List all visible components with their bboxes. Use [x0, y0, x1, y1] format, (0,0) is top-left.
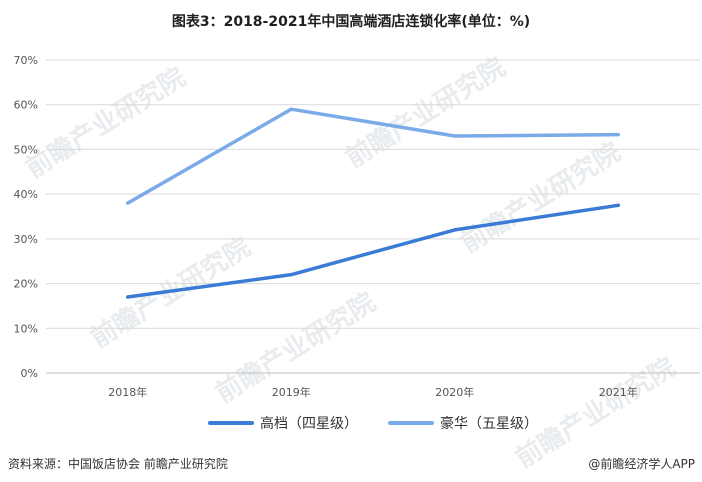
data-point	[126, 295, 130, 299]
watermark-text: 前瞻产业研究院	[510, 351, 681, 474]
data-point	[289, 273, 293, 277]
x-axis-ticks: 2018年 2019年 2020年 2021年	[108, 385, 638, 399]
brand-note: @前瞻经济学人APP	[588, 456, 695, 471]
data-point	[453, 134, 457, 138]
y-tick-label: 10%	[14, 322, 38, 335]
data-point	[616, 133, 620, 137]
y-axis-ticks: 0% 10% 20% 30% 40% 50% 60% 70%	[14, 54, 38, 380]
watermark-text: 前瞻产业研究院	[455, 136, 626, 259]
watermark-text: 前瞻产业研究院	[20, 61, 191, 184]
y-tick-label: 0%	[21, 367, 38, 380]
series-line-1	[126, 203, 620, 299]
data-point	[289, 107, 293, 111]
y-tick-label: 30%	[14, 233, 38, 246]
x-tick-label: 2019年	[272, 385, 311, 399]
y-tick-label: 40%	[14, 188, 38, 201]
legend: 高档（四星级） 豪华（五星级）	[208, 415, 538, 432]
y-tick-label: 60%	[14, 99, 38, 112]
source-note: 资料来源：中国饭店协会 前瞻产业研究院	[8, 456, 228, 471]
gridlines	[46, 59, 700, 374]
series-line-2	[126, 107, 620, 205]
legend-label: 豪华（五星级）	[440, 416, 538, 432]
y-tick-label: 20%	[14, 278, 38, 291]
legend-label: 高档（四星级）	[260, 415, 358, 432]
x-tick-label: 2021年	[599, 385, 638, 399]
y-tick-label: 70%	[14, 54, 38, 67]
data-point	[126, 201, 130, 205]
data-point	[453, 228, 457, 232]
y-tick-label: 50%	[14, 143, 38, 156]
data-point	[616, 203, 620, 207]
x-tick-label: 2020年	[435, 385, 474, 399]
watermark-text: 前瞻产业研究院	[340, 51, 511, 174]
chart-title: 图表3：2018-2021年中国高端酒店连锁化率(单位：%)	[172, 13, 530, 30]
x-tick-label: 2018年	[108, 385, 147, 399]
series-lines	[126, 107, 620, 299]
watermark-layer: 前瞻产业研究院 前瞻产业研究院前瞻产业研究院前瞻产业研究院前瞻产业研究院前瞻产业研…	[20, 51, 681, 474]
